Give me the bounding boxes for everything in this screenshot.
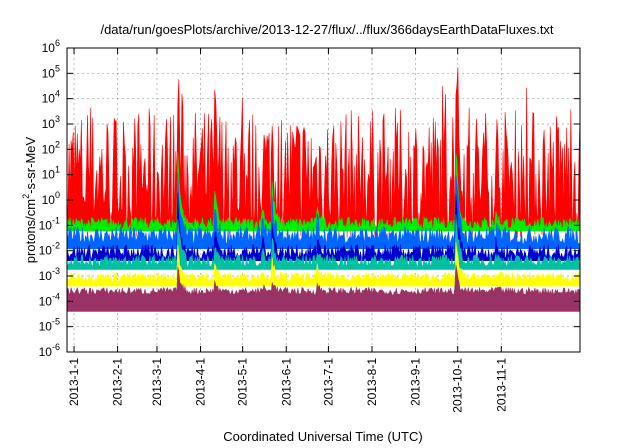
x-tick-label: 2013-2-1	[111, 358, 125, 406]
y-tick-label: 10-4	[39, 291, 60, 308]
x-tick-label: 2013-4-1	[194, 358, 208, 406]
axes: 10-610-510-410-310-210-11001011021031041…	[39, 38, 580, 413]
x-tick-label: 2013-6-1	[279, 358, 293, 406]
y-tick-exponent: 4	[55, 89, 60, 99]
y-tick-base: 10	[42, 66, 56, 80]
y-tick-exponent: 3	[55, 114, 60, 124]
y-tick-base: 10	[39, 269, 53, 283]
series-7-area	[66, 264, 581, 312]
chart-title: /data/run/goesPlots/archive/2013-12-27/f…	[100, 22, 553, 37]
x-tick-label: 2013-9-1	[409, 358, 423, 406]
y-tick-base: 10	[42, 41, 56, 55]
y-tick-base: 10	[39, 244, 53, 258]
y-tick-base: 10	[42, 142, 56, 156]
series-2-area	[66, 152, 581, 232]
y-tick-label: 10-3	[39, 266, 60, 283]
series-5-area	[66, 214, 581, 270]
y-tick-exponent: -4	[52, 291, 60, 301]
y-tick-base: 10	[42, 117, 56, 131]
y-axis-label-superscript: 2	[21, 194, 31, 199]
y-axis-label: protons/cm2-s-sr-MeV	[21, 136, 38, 263]
y-tick-label: 102	[42, 139, 60, 156]
y-tick-base: 10	[39, 345, 53, 359]
y-tick-base: 10	[42, 168, 56, 182]
y-tick-exponent: -3	[52, 266, 60, 276]
y-tick-label: 10-2	[39, 241, 60, 258]
x-tick-label: 2013-10-1	[451, 358, 465, 413]
y-axis-label-suffix: -s-sr-MeV	[23, 136, 38, 193]
y-tick-base: 10	[42, 92, 56, 106]
y-tick-label: 10-6	[39, 342, 60, 359]
y-tick-exponent: 5	[55, 63, 60, 73]
y-tick-base: 10	[39, 294, 53, 308]
y-tick-label: 101	[42, 165, 60, 182]
y-tick-exponent: 6	[55, 38, 60, 48]
y-tick-exponent: 1	[55, 165, 60, 175]
y-tick-label: 103	[42, 114, 60, 131]
x-tick-label: 2013-11-1	[494, 358, 508, 412]
y-tick-label: 105	[42, 63, 60, 80]
x-axis-label: Coordinated Universal Time (UTC)	[223, 429, 422, 444]
y-tick-label: 106	[42, 38, 60, 55]
y-axis-label-prefix: protons/cm	[23, 199, 38, 263]
x-tick-label: 2013-5-1	[236, 358, 250, 406]
series-4-area	[66, 192, 581, 261]
y-tick-exponent: 2	[55, 139, 60, 149]
y-tick-base: 10	[39, 320, 53, 334]
y-tick-label: 104	[42, 89, 60, 106]
y-tick-label: 10-5	[39, 317, 60, 334]
y-tick-base: 10	[42, 193, 56, 207]
series-layer	[66, 67, 581, 312]
y-tick-exponent: -2	[52, 241, 60, 251]
x-tick-label: 2013-8-1	[365, 358, 379, 406]
x-tick-label: 2013-7-1	[321, 358, 335, 406]
y-tick-label: 10-1	[39, 215, 60, 232]
y-tick-label: 100	[42, 190, 60, 207]
x-tick-label: 2013-3-1	[150, 358, 164, 406]
y-tick-exponent: -6	[52, 342, 60, 352]
series-3-area	[66, 172, 581, 249]
x-tick-label: 2013-1-1	[67, 358, 81, 406]
y-tick-exponent: -1	[52, 215, 60, 225]
y-tick-exponent: -5	[52, 317, 60, 327]
y-tick-base: 10	[39, 218, 53, 232]
y-tick-exponent: 0	[55, 190, 60, 200]
series-6-area	[66, 242, 581, 287]
